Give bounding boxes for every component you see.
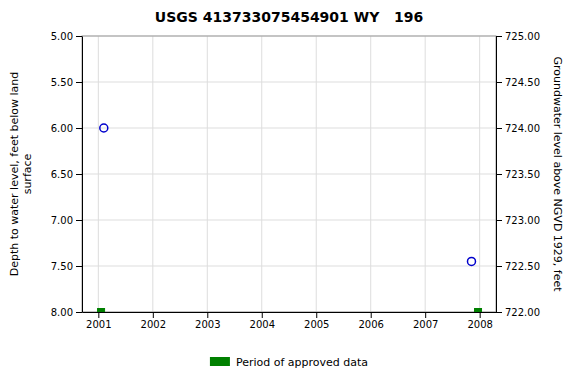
series	[100, 124, 476, 265]
tick: 7.00	[51, 215, 82, 226]
tick-mark	[425, 312, 426, 318]
chart: 2001 2002 2003 2004 2005 2006 2007 2008 5.00 5.50…	[0, 0, 576, 384]
tick-label: 2007	[413, 319, 438, 330]
grid-line-y	[82, 220, 496, 221]
title: USGS 413733075454901 WY 196	[155, 9, 423, 25]
tick-mark	[262, 312, 263, 318]
tick-label: 723.00	[505, 215, 540, 226]
tick: 723.00	[496, 215, 540, 226]
y-axis: 5.00 5.50 6.00 6.50 7.00 7.50 8.00	[51, 31, 83, 318]
tick-mark	[98, 312, 99, 318]
tick-mark	[316, 312, 317, 318]
tick: 724.00	[496, 123, 540, 134]
tick-label: 6.50	[51, 169, 73, 180]
tick: 7.50	[51, 261, 82, 272]
grid-line-y	[82, 266, 496, 267]
grid-line-y	[82, 174, 496, 175]
y2-axis: 725.00 724.50 724.00 723.50 723.00 722.50 722.…	[496, 31, 540, 318]
tick-mark	[76, 174, 82, 175]
tick-label: 2005	[304, 319, 329, 330]
tick-label: 8.00	[51, 307, 73, 318]
tick-label: 724.00	[505, 123, 540, 134]
tick-mark	[207, 312, 208, 318]
tick-mark	[153, 312, 154, 318]
tick-label: 725.00	[505, 31, 540, 42]
tick-label: 2008	[467, 319, 492, 330]
grid	[82, 36, 496, 312]
tick-label: 2002	[141, 319, 166, 330]
point	[467, 257, 475, 265]
tick: 5.00	[51, 31, 82, 42]
tick: 6.00	[51, 123, 82, 134]
y2-axis-title: Groundwater level above NGVD 1929, feet	[551, 56, 564, 292]
tick-label: 5.00	[51, 31, 73, 42]
tick: 2006	[358, 312, 383, 330]
tick: 2005	[304, 312, 329, 330]
tick-mark	[496, 220, 502, 221]
legend-item: Period of approved data	[210, 356, 368, 369]
tick: 2001	[86, 312, 111, 330]
tick-mark	[76, 220, 82, 221]
tick-label: 2003	[195, 319, 220, 330]
plot: 2001 2002 2003 2004 2005 2006 2007 2008 5.00 5.50…	[8, 31, 564, 330]
tick: 2007	[413, 312, 438, 330]
tick-label: 6.00	[51, 123, 73, 134]
tick-label: 723.50	[505, 169, 540, 180]
series	[98, 309, 482, 313]
tick-label: 2006	[358, 319, 383, 330]
tick-label: 5.50	[51, 77, 73, 88]
point	[475, 309, 482, 313]
tick-mark	[496, 128, 502, 129]
tick-mark	[496, 266, 502, 267]
x-axis: 2001 2002 2003 2004 2005 2006 2007 2008	[83, 312, 497, 330]
tick-label: 7.00	[51, 215, 73, 226]
tick: 2004	[250, 312, 275, 330]
tick-label: 724.50	[505, 77, 540, 88]
tick-label: 2001	[86, 319, 111, 330]
tick-mark	[496, 82, 502, 83]
tick: 2008	[467, 312, 492, 330]
tick-label: 2004	[250, 319, 275, 330]
legend-label: Period of approved data	[236, 356, 368, 369]
tick: 724.50	[496, 77, 540, 88]
tick-mark	[371, 312, 372, 318]
axis-line	[82, 37, 83, 313]
axis-line	[83, 312, 497, 313]
tick: 723.50	[496, 169, 540, 180]
tick-mark	[76, 82, 82, 83]
plot-frame	[82, 36, 496, 312]
marks	[98, 124, 482, 312]
tick-label: 722.50	[505, 261, 540, 272]
tick-mark	[496, 312, 502, 313]
point	[100, 124, 108, 132]
tick-mark	[76, 266, 82, 267]
legend-swatch	[210, 357, 230, 366]
tick-mark	[480, 312, 481, 318]
tick: 6.50	[51, 169, 82, 180]
tick-mark	[496, 36, 502, 37]
tick-mark	[76, 36, 82, 37]
tick-mark	[496, 174, 502, 175]
tick: 8.00	[51, 307, 82, 318]
tick: 5.50	[51, 77, 82, 88]
tick: 722.50	[496, 261, 540, 272]
tick: 722.00	[496, 307, 540, 318]
tick-mark	[76, 312, 82, 313]
legend: Period of approved data	[210, 356, 368, 369]
tick: 2003	[195, 312, 220, 330]
point	[98, 309, 105, 313]
tick-label: 7.50	[51, 261, 73, 272]
grid-line-y	[82, 128, 496, 129]
tick-mark	[76, 128, 82, 129]
tick-label: 722.00	[505, 307, 540, 318]
tick: 725.00	[496, 31, 540, 42]
tick: 2002	[141, 312, 166, 330]
y-axis-title: Depth to water level, feet below landsur…	[8, 72, 34, 277]
grid-line-y	[82, 82, 496, 83]
